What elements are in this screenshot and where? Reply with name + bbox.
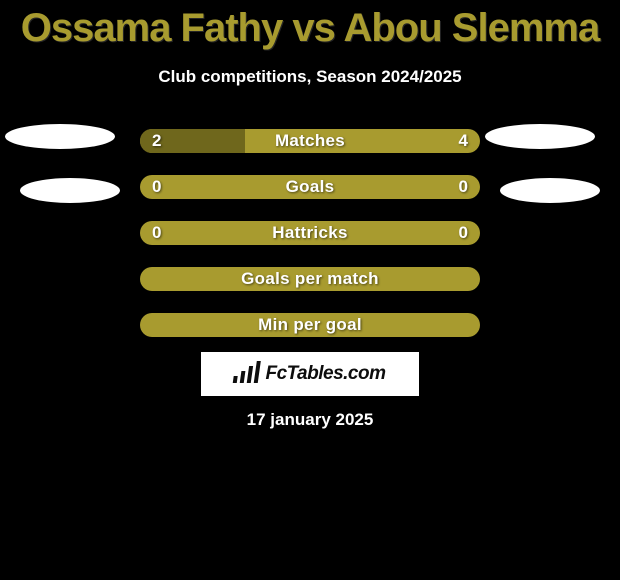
subtitle: Club competitions, Season 2024/2025	[0, 67, 620, 87]
date-text: 17 january 2025	[0, 410, 620, 430]
stat-bar: Min per goal	[140, 313, 480, 337]
stat-label: Matches	[140, 129, 480, 153]
side-ellipse	[5, 124, 115, 149]
stat-right-value: 0	[459, 221, 468, 245]
side-ellipse	[20, 178, 120, 203]
stat-left-value: 0	[152, 221, 161, 245]
side-ellipse	[500, 178, 600, 203]
side-ellipse	[485, 124, 595, 149]
stat-bar: Goals0 0	[140, 175, 480, 199]
stat-left-value: 2	[152, 129, 161, 153]
stat-right-value: 4	[459, 129, 468, 153]
stat-left-value: 0	[152, 175, 161, 199]
stat-row: Hattricks0 0	[0, 221, 620, 267]
watermark: FcTables.com	[201, 352, 419, 396]
stat-bar: Goals per match	[140, 267, 480, 291]
stats-bars: Matches24Goals00Hattricks00Goals per mat…	[0, 129, 620, 359]
stat-label: Goals per match	[140, 267, 480, 291]
stat-label: Hattricks	[140, 221, 480, 245]
bar-chart-icon	[233, 363, 261, 385]
stat-label: Min per goal	[140, 313, 480, 337]
stat-bar: Matches2 4	[140, 129, 480, 153]
page-title: Ossama Fathy vs Abou Slemma	[0, 0, 620, 51]
watermark-text: FcTables.com	[265, 363, 385, 385]
stat-right-value: 0	[459, 175, 468, 199]
stat-row: Goals per match	[0, 267, 620, 313]
stat-label: Goals	[140, 175, 480, 199]
stat-bar: Hattricks0 0	[140, 221, 480, 245]
